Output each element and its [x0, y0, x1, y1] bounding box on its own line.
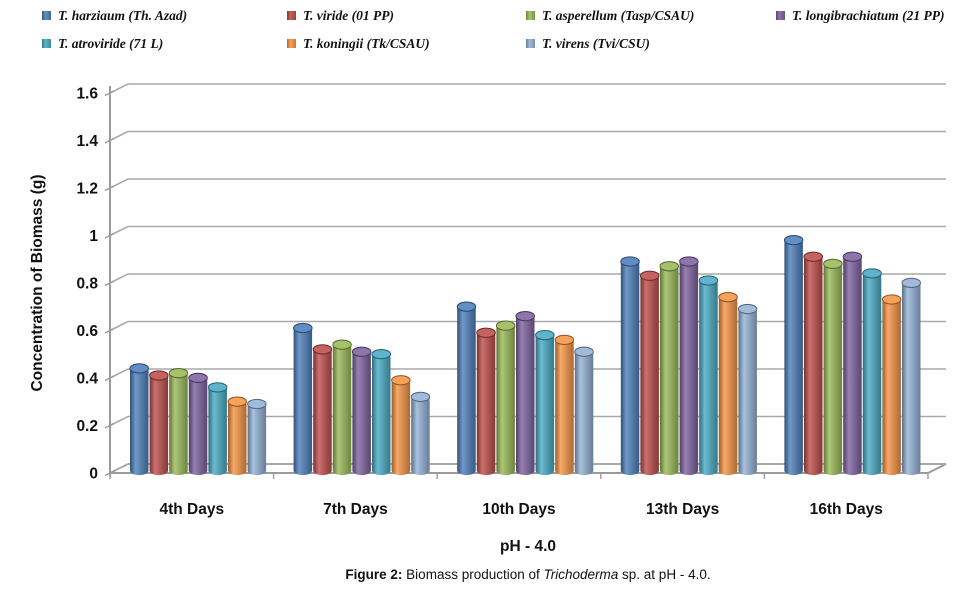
legend-item: T. atroviride (71 L) [42, 36, 163, 52]
bar-6-0 [247, 398, 267, 476]
legend-item: T. longibrachiatum (21 PP) [776, 8, 945, 24]
bar-2-4 [823, 258, 843, 476]
legend-marker-icon [526, 39, 535, 48]
bar-6-2 [574, 346, 594, 476]
legend-marker-icon [42, 39, 51, 48]
legend-item: T. koningii (Tk/CSAU) [287, 36, 430, 52]
bar-0-1 [293, 322, 313, 476]
y-tick-label: 0 [89, 466, 98, 483]
x-category-label: 13th Days [646, 501, 719, 518]
legend-marker-icon [776, 11, 785, 20]
legend-label: T. viride (01 PP) [303, 8, 394, 23]
caption-genus-italic: Trichoderma [543, 567, 619, 582]
x-axis-title: pH - 4.0 [500, 538, 556, 555]
bar-2-0 [168, 368, 189, 476]
bar-3-1 [351, 346, 372, 476]
legend-label: T. harziaum (Th. Azad) [58, 8, 188, 23]
y-tick-label: 0.4 [76, 371, 98, 388]
y-tick-label: 1 [89, 228, 98, 245]
legend-marker-icon [287, 39, 296, 48]
x-category-label: 16th Days [810, 501, 883, 518]
bar-5-1 [391, 375, 411, 476]
bar-1-3 [639, 270, 660, 476]
legend-label: T. koningii (Tk/CSAU) [303, 36, 430, 51]
x-category-label: 7th Days [323, 501, 388, 518]
legend-label: T. virens (Tvi/CSU) [542, 36, 650, 51]
legend-label: T. longibrachiatum (21 PP) [792, 8, 945, 23]
legend-item: T. viride (01 PP) [287, 8, 394, 24]
bar-5-2 [554, 334, 575, 476]
bar-1-0 [149, 370, 169, 476]
y-tick-label: 1.4 [76, 133, 98, 150]
bar-4-0 [207, 382, 228, 476]
bar-5-4 [881, 294, 902, 476]
x-category-labels: 4th Days 7th Days 10th Days 13th Days 16th D… [159, 501, 882, 518]
legend-item: T. harziaum (Th. Azad) [42, 8, 187, 24]
bar-4-4 [862, 268, 882, 476]
bar-5-3 [718, 292, 738, 476]
bar-1-2 [476, 327, 496, 476]
bar-2-2 [495, 320, 516, 476]
y-tick-label: 1.6 [76, 86, 98, 103]
bar-4-2 [535, 330, 555, 476]
y-tick-label: 0.8 [76, 276, 98, 293]
bar-2-1 [332, 339, 352, 476]
figure-caption: Figure 2: Biomass production of Trichode… [345, 567, 710, 582]
legend-label: T. asperellum (Tasp/CSAU) [542, 8, 695, 23]
bar-3-0 [188, 372, 208, 476]
x-category-label: 4th Days [159, 501, 224, 518]
x-category-label: 10th Days [482, 501, 555, 518]
bar-5-0 [227, 396, 247, 476]
legend-marker-icon [526, 11, 535, 20]
bar-4-3 [698, 275, 719, 476]
bar-1-4 [803, 251, 823, 476]
y-axis [104, 86, 929, 479]
bar-2-3 [659, 261, 679, 476]
y-tick-labels: 0 0.2 0.4 0.6 0.8 1 1.2 1.4 1.6 [76, 86, 98, 483]
caption-text-end: sp. at pH - 4.0. [618, 567, 711, 582]
bar-0-2 [456, 301, 477, 476]
legend-marker-icon [42, 11, 51, 20]
bar-0-0 [129, 363, 149, 476]
bar-3-3 [679, 256, 699, 476]
legend-label: T. atroviride (71 L) [58, 36, 164, 51]
bar-6-1 [410, 391, 431, 476]
y-tick-label: 1.2 [76, 181, 98, 198]
caption-text: Biomass production of [402, 567, 544, 582]
bar-0-4 [783, 235, 804, 476]
bar-4-1 [371, 349, 391, 476]
legend-item: T. virens (Tvi/CSU) [526, 36, 650, 52]
bar-3-4 [842, 251, 863, 476]
y-tick-label: 0.6 [76, 323, 98, 340]
caption-figure-number: Figure 2: [345, 567, 403, 582]
bar-0-3 [620, 256, 640, 476]
y-tick-label: 0.2 [76, 418, 98, 435]
bars [129, 235, 921, 476]
legend-item: T. asperellum (Tasp/CSAU) [526, 8, 694, 24]
bar-3-2 [515, 311, 535, 476]
bar-6-4 [901, 277, 921, 476]
bar-1-1 [312, 344, 333, 476]
legend-marker-icon [287, 11, 296, 20]
bar-6-3 [737, 303, 758, 476]
